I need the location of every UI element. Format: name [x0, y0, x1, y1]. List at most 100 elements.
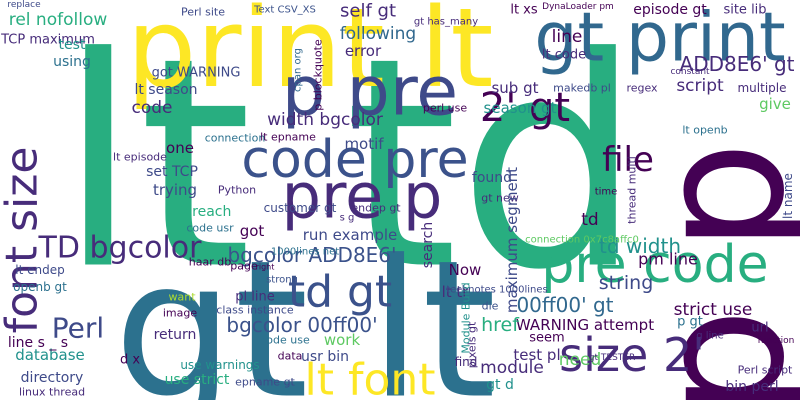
word: gt TESTER: [589, 353, 635, 363]
word: connection 0x7c8affc0: [525, 235, 639, 246]
word: width bgcolor: [267, 110, 383, 130]
word: technotes 1000lines: [446, 285, 548, 296]
word: regex: [626, 82, 658, 95]
word: lt code: [542, 48, 586, 63]
word: lt xs: [510, 3, 538, 18]
word: want: [168, 291, 196, 304]
word: s g: [340, 213, 355, 224]
word: found: [472, 170, 512, 186]
word: season gt: [484, 99, 557, 117]
word: bin perl: [725, 379, 778, 395]
word: lt font: [304, 355, 435, 400]
word: customer gt: [264, 201, 337, 215]
word: code: [132, 98, 173, 118]
word: got WARNING: [152, 66, 241, 81]
word: 1000lines net: [271, 247, 339, 258]
word: openb gt: [13, 280, 67, 294]
word: pm line: [638, 250, 698, 269]
word: strong: [266, 275, 298, 286]
word: Text CSV_XS: [253, 5, 316, 16]
word: usr bin: [301, 349, 349, 365]
word: multiple: [737, 81, 786, 95]
word: error: [345, 42, 382, 60]
word: Module Build: [460, 282, 473, 353]
word: pre code: [541, 235, 768, 295]
word: code usr: [186, 222, 234, 235]
word: gt print: [534, 0, 785, 78]
word: makedb pl: [553, 82, 611, 95]
word: td gt: [288, 267, 392, 318]
word: lt openb: [682, 124, 727, 137]
word: p pre: [282, 53, 458, 132]
word: need: [559, 350, 601, 370]
word: p blockquote: [312, 39, 325, 111]
word: haar db: [189, 256, 231, 269]
word: Perl script: [738, 364, 793, 377]
word: gt lt: [114, 220, 497, 400]
word: use warnings: [180, 358, 259, 372]
word: Perl: [52, 312, 104, 345]
word: image: [163, 307, 197, 320]
word: font size: [0, 147, 48, 334]
word: g line: [696, 331, 724, 342]
word: module: [480, 358, 544, 378]
word: 2' gt: [480, 85, 570, 131]
word: function: [758, 336, 795, 346]
word: epname gt: [235, 376, 295, 389]
word: url: [751, 321, 768, 336]
word: connection: [205, 132, 266, 145]
word: seem: [529, 331, 564, 346]
word: perl use: [423, 102, 468, 115]
word: gt d: [486, 377, 514, 393]
word: TCP maximum: [0, 33, 95, 48]
word: test pl: [513, 346, 560, 364]
word: p p: [621, 141, 800, 400]
word: using: [53, 54, 91, 70]
word: episode gt: [633, 2, 707, 18]
word: WARNING attempt: [516, 316, 654, 334]
word: lt endep: [15, 263, 64, 277]
word: one: [166, 139, 194, 157]
word: endep gt: [351, 202, 401, 215]
word: find: [455, 355, 478, 369]
word: time: [595, 187, 618, 198]
word: set TCP: [146, 164, 198, 180]
word: Python: [218, 184, 256, 197]
word: trying: [153, 181, 197, 199]
word: gt has_many: [414, 17, 478, 28]
word: data: [278, 350, 303, 363]
word: got: [240, 222, 265, 240]
word: site lib: [723, 3, 766, 18]
word: td width: [599, 234, 681, 258]
word: lt tr: [442, 283, 470, 301]
word: lt name: [781, 173, 795, 219]
word: Perl site: [181, 6, 225, 19]
word: bgcolor 00ff00': [226, 313, 377, 337]
word: linux thread: [19, 386, 85, 399]
word: self gt: [340, 1, 396, 22]
word: die: [482, 300, 499, 313]
word: work: [324, 331, 361, 349]
word: sub gt: [491, 79, 538, 97]
word: run example: [303, 226, 398, 244]
word: p gt: [677, 315, 703, 330]
word: DynaLoader pm: [542, 2, 614, 12]
word: print lt: [126, 0, 493, 112]
word: motif: [344, 135, 384, 153]
word: ADD8E6' gt: [680, 52, 795, 76]
word: bgcolor ADD8E6': [227, 243, 396, 267]
word: constant: [670, 67, 710, 77]
word: lt td: [58, 0, 642, 334]
word: 00ff00' gt: [516, 293, 613, 317]
word: cpan org: [293, 48, 304, 92]
word: test: [59, 37, 86, 53]
word: size 2': [559, 328, 705, 382]
word: string: [599, 272, 654, 294]
word: replace: [7, 0, 41, 10]
word: strict use: [674, 300, 753, 320]
word: href: [481, 314, 520, 336]
word: use strict: [165, 372, 230, 388]
word: directory: [21, 370, 84, 386]
